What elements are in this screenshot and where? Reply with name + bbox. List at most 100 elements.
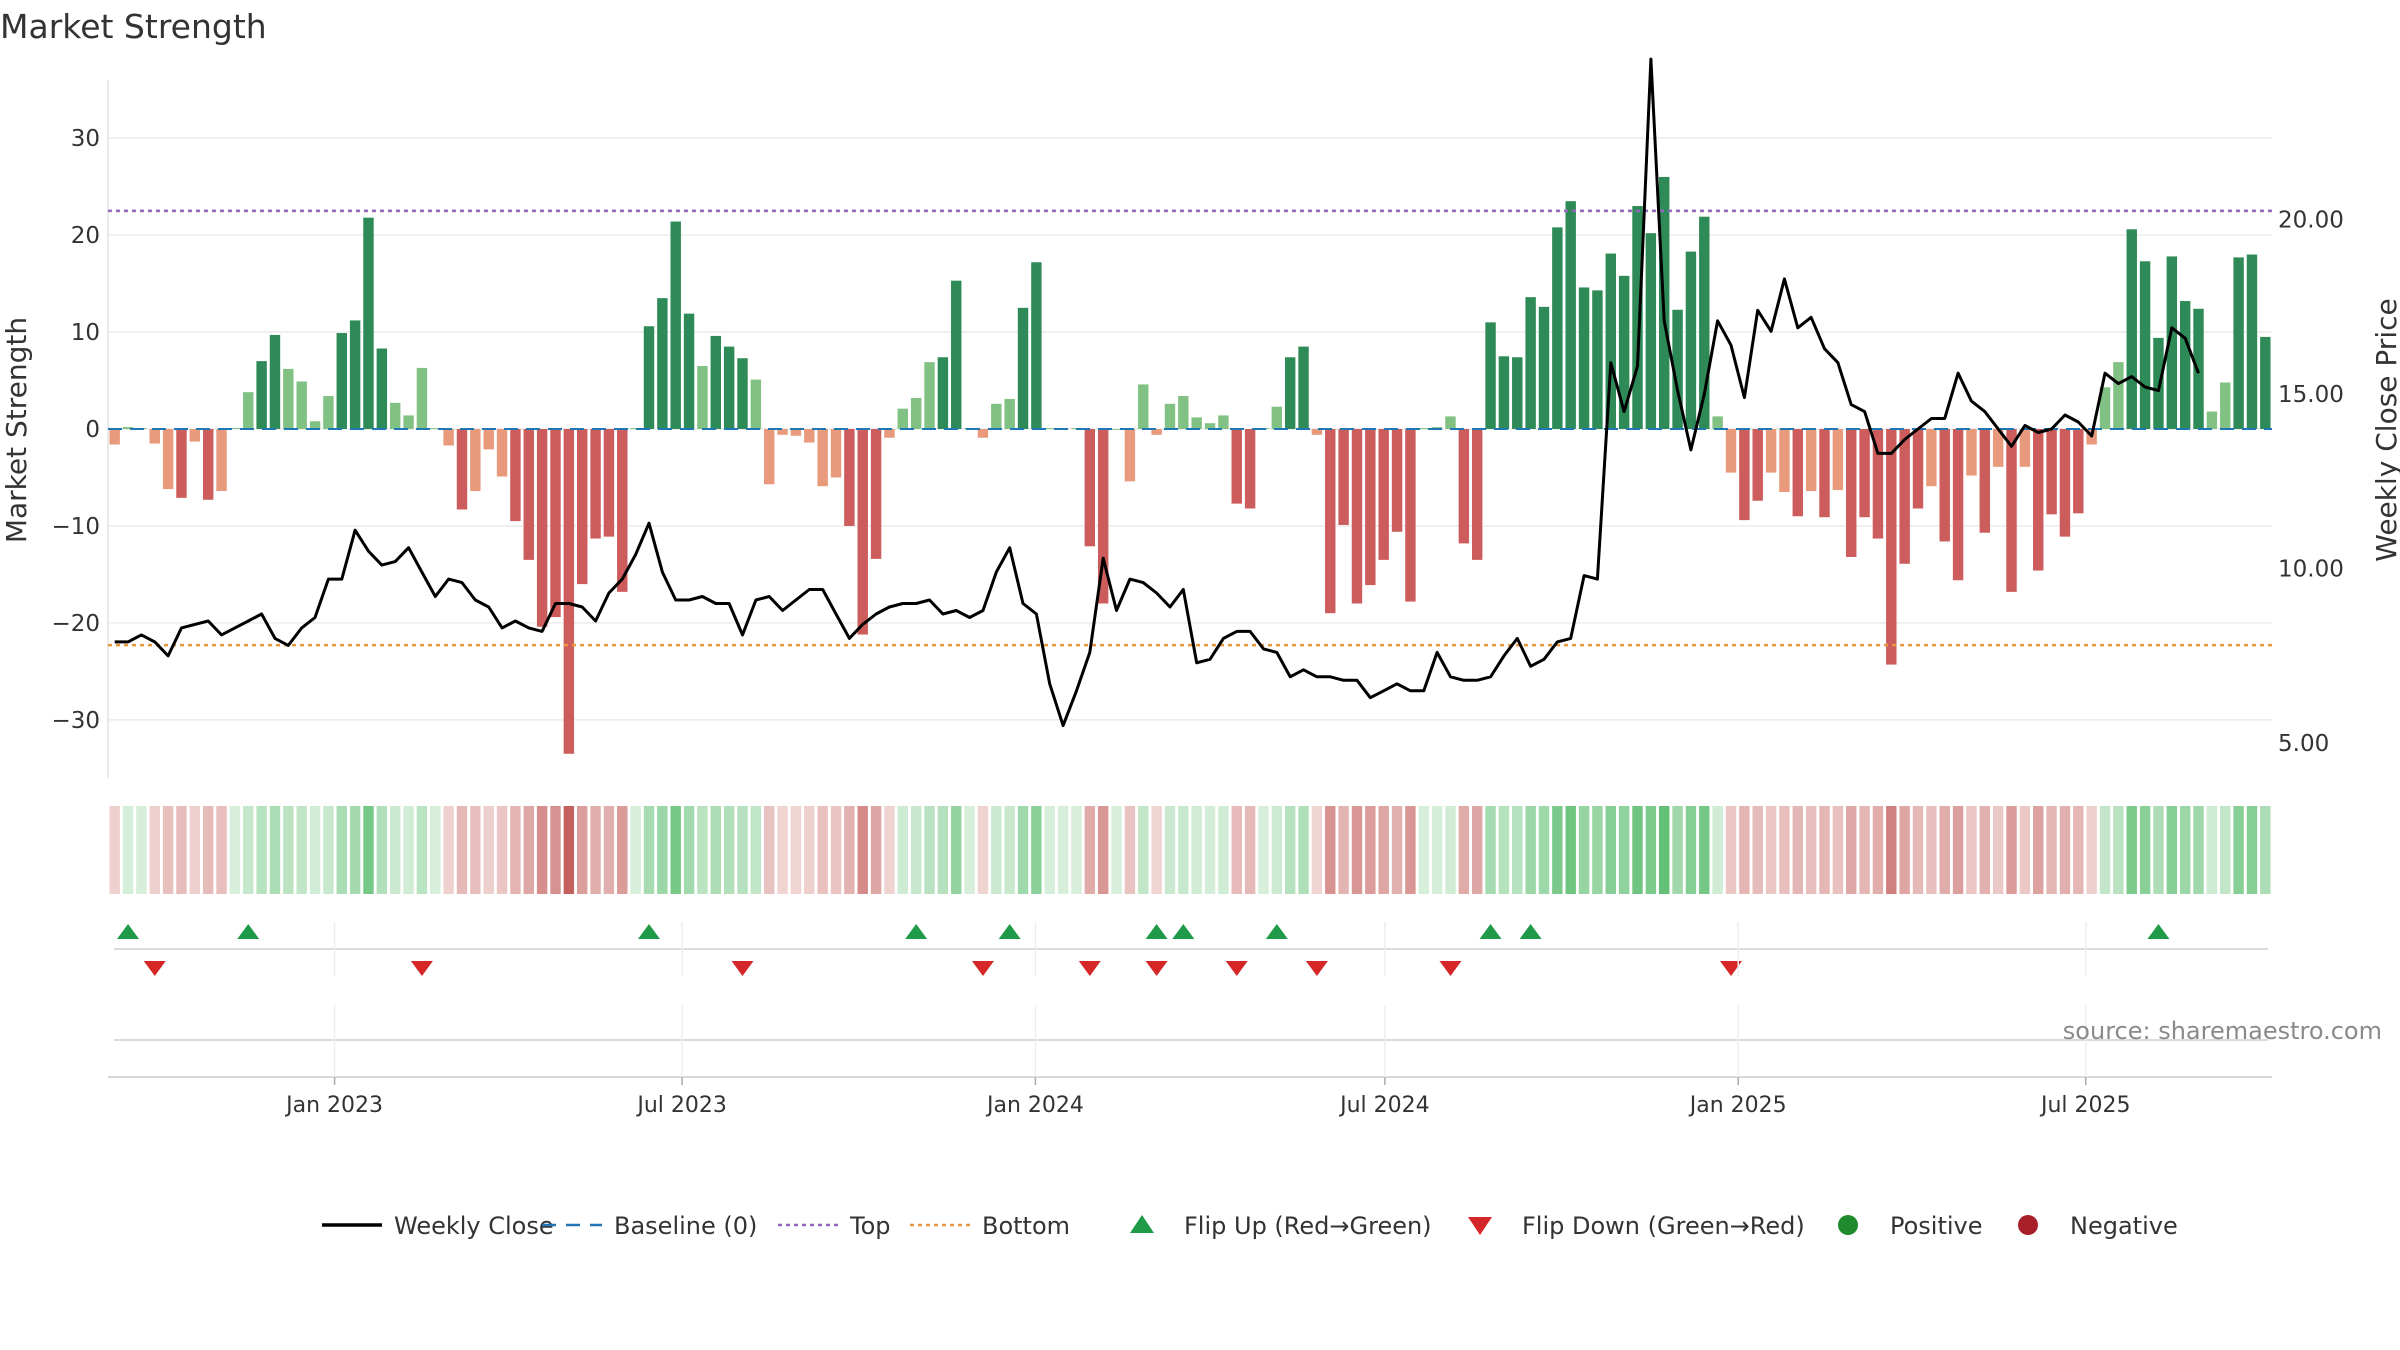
y-tick-label: 0 [85,417,100,443]
heat-cell [1792,806,1803,894]
heat-cell [2059,806,2071,894]
heat-cell [376,806,388,894]
strength-bar [1338,429,1349,525]
strength-bar [2019,429,2031,467]
heat-cell [1351,806,1363,894]
reference-lines [108,209,2272,647]
strength-bar [1739,429,1750,521]
strength-bar [2099,387,2111,429]
heat-cell [670,806,681,894]
legend-item: Flip Up (Red→Green) [1130,1212,1432,1240]
heat-cell [1952,806,1964,894]
strength-bar [1525,297,1536,429]
strength-bar [1178,396,1189,429]
heat-cell [2086,806,2097,894]
strength-bar [1859,429,1870,518]
heat-cell [897,806,909,894]
heat-cell [1859,806,1870,894]
strength-bar [1204,423,1216,429]
y2-tick-label: 5.00 [2278,731,2329,757]
heat-cell [1231,806,1242,894]
legend: Weekly Close Baseline (0) Top Bottom Flip Up… [322,1212,2178,1240]
y2-axis-ticks: 20.00 15.00 10.00 5.00 [2278,208,2344,757]
strength-bar [363,217,374,429]
heat-cell [1632,806,1643,894]
heat-cell [657,806,668,894]
flip-up-marker [1172,924,1195,939]
flip-up-marker [1145,924,1168,939]
strength-bar [1779,429,1790,493]
heat-cell [1805,806,1817,894]
heat-cell [1244,806,1256,894]
flip-down-marker [971,961,994,976]
heat-cell [1391,806,1403,894]
strength-bar [1111,429,1122,430]
heat-cell [2246,806,2258,894]
heat-cell [563,806,575,894]
strength-bar [1445,416,1456,429]
strength-bar [243,392,254,429]
heat-cell [296,806,307,894]
y-tick-label: 20 [71,223,100,249]
heat-cell [149,806,160,894]
heat-cell [2233,806,2244,894]
strength-bar [1979,429,1991,533]
heat-cell [1618,806,1630,894]
heat-cell [2126,806,2137,894]
heat-cell [1832,806,1844,894]
strength-bar [991,403,1002,429]
strength-bar [817,429,828,487]
heat-cell [1418,806,1429,894]
legend-swatch [1838,1215,1858,1235]
strength-bar [1231,429,1242,504]
heat-cell [109,806,120,894]
heat-cell [1071,806,1082,894]
heat-cell [764,806,775,894]
legend-item: Flip Down (Green→Red) [1468,1212,1805,1240]
strength-bar [897,408,909,429]
strength-bar [176,429,187,498]
strength-bar [510,429,521,522]
x-axis: Jan 2023 Jul 2023 Jan 2024 Jul 2024 Jan 2025… [108,922,2272,1118]
heat-cell [1017,806,1029,894]
strength-bar [456,429,468,510]
strength-bar [536,429,548,627]
strength-bar [643,326,655,429]
strength-bar [563,429,575,754]
strength-bar [283,368,294,429]
strength-bar [657,298,668,429]
flip-down-marker [1145,961,1168,976]
heat-cell [2046,806,2057,894]
strength-bar [109,429,120,445]
strength-bar [1512,357,1523,429]
strength-bar [1284,357,1296,429]
strength-bar [683,313,695,429]
heat-cell [1311,806,1323,894]
heat-cell [403,806,414,894]
strength-bar [1912,429,1924,509]
y2-tick-label: 15.00 [2278,382,2344,408]
legend-item: Baseline (0) [542,1212,757,1240]
weekly-close-series [114,57,2200,728]
legend-label: Bottom [982,1212,1070,1240]
heat-cell [1645,806,1657,894]
heat-cell [1779,806,1790,894]
heat-cell [1138,806,1149,894]
heat-cell [1044,806,1055,894]
heat-cell [697,806,708,894]
strength-bar [2113,362,2124,429]
strength-bar [1458,429,1470,544]
heat-cell [977,806,989,894]
flip-down-marker [1720,961,1742,976]
strength-bar [1164,403,1176,429]
flip-up-marker [638,924,660,939]
strength-bar [1151,429,1162,435]
strength-bar [1191,417,1202,429]
strength-bar [1952,429,1964,581]
strength-bar [2260,336,2271,429]
heat-cell [2260,806,2271,894]
heat-cell [910,806,922,894]
strength-bar [750,379,762,429]
strength-bar [1218,415,1229,429]
heat-cell [2153,806,2164,894]
